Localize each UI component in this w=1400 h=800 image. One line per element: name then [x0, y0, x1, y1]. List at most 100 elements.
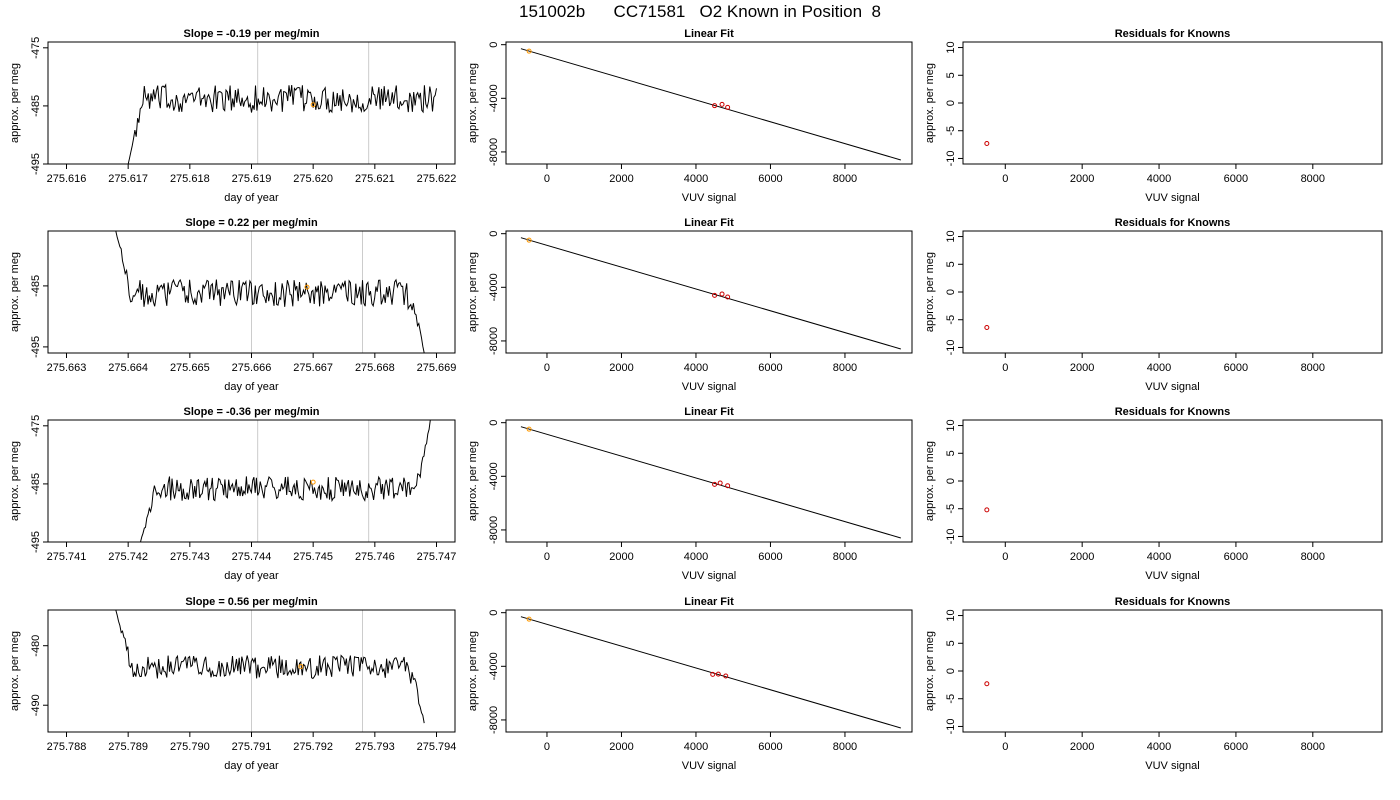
signal-trace: [127, 83, 437, 164]
x-tick-label: 0: [544, 362, 550, 374]
y-tick-label: 10: [945, 419, 957, 431]
plot-frame: [962, 41, 1383, 165]
x-tick-label: 0: [1002, 173, 1008, 185]
known-point: [526, 426, 532, 432]
x-tick-label: 4000: [684, 551, 708, 563]
data-point: [984, 324, 990, 330]
y-tick-label: 5: [945, 640, 957, 646]
plot-area: [984, 140, 990, 146]
x-tick-label: 2000: [609, 741, 633, 753]
y-tick-label: -8000: [488, 516, 500, 544]
y-tick-label: -10: [945, 529, 957, 545]
y-tick-label: -10: [945, 151, 957, 167]
x-tick-label: 275.744: [232, 551, 272, 563]
plot-frame: [505, 230, 913, 354]
chart-title: Linear Fit: [684, 217, 734, 229]
x-tick-label: 0: [544, 551, 550, 563]
data-point: [715, 671, 721, 677]
x-tick-label: 4000: [684, 741, 708, 753]
x-tick-label: 2000: [609, 362, 633, 374]
x-tick-label: 0: [1002, 362, 1008, 374]
y-tick-label: -5: [945, 504, 957, 514]
data-point: [710, 671, 716, 677]
x-tick-label: 275.790: [170, 741, 210, 753]
plot-area: [984, 324, 990, 330]
x-tick-label: 275.669: [417, 362, 457, 374]
fit-line: [520, 237, 901, 350]
y-tick-label: 0: [945, 289, 957, 295]
x-tick-label: 8000: [833, 362, 857, 374]
known-marker: [310, 479, 316, 485]
x-tick-label: 6000: [1224, 551, 1248, 563]
y-tick-label: -485: [30, 473, 42, 495]
x-tick-label: 8000: [1301, 551, 1325, 563]
x-tick-label: 275.791: [232, 741, 272, 753]
y-tick-label: 5: [945, 261, 957, 267]
x-tick-label: 6000: [758, 551, 782, 563]
chart-title: Residuals for Knowns: [1115, 28, 1231, 40]
fit-line: [520, 48, 901, 161]
x-tick-label: 275.618: [170, 173, 210, 185]
y-tick-label: 0: [488, 610, 500, 616]
x-tick-label: 275.745: [293, 551, 333, 563]
y-tick-label: 5: [945, 450, 957, 456]
plot-area: [520, 237, 901, 350]
y-axis-label: approx. per meg: [467, 441, 479, 521]
data-point: [712, 103, 718, 109]
data-point: [717, 480, 723, 486]
y-tick-label: -8000: [488, 706, 500, 734]
x-tick-label: 8000: [833, 173, 857, 185]
x-tick-label: 4000: [1147, 173, 1171, 185]
plot-area: [115, 231, 425, 353]
y-axis-label: approx. per meg: [924, 63, 936, 143]
chart-title: Slope = -0.36 per meg/min: [183, 406, 319, 418]
plot-area: [520, 48, 901, 161]
chart-title: Linear Fit: [684, 406, 734, 418]
x-tick-label: 2000: [1070, 173, 1094, 185]
plot-frame: [505, 609, 913, 733]
y-tick-label: -490: [30, 694, 42, 716]
chart-title: Linear Fit: [684, 28, 734, 40]
signal-trace: [115, 231, 425, 353]
y-axis-label: approx. per meg: [924, 252, 936, 332]
y-tick-label: 10: [945, 230, 957, 242]
x-tick-label: 6000: [758, 741, 782, 753]
x-tick-label: 275.793: [355, 741, 395, 753]
plot-frame: [505, 419, 913, 543]
x-tick-label: 275.789: [108, 741, 148, 753]
y-tick-label: -4000: [488, 273, 500, 301]
x-tick-label: 0: [544, 741, 550, 753]
y-tick-label: 0: [945, 668, 957, 674]
chart-title: Residuals for Knowns: [1115, 217, 1231, 229]
fit-line: [520, 616, 901, 729]
known-point: [526, 237, 532, 243]
x-tick-label: 0: [1002, 551, 1008, 563]
y-axis-label: approx. per meg: [467, 631, 479, 711]
known-marker: [298, 664, 304, 670]
y-tick-label: -4000: [488, 652, 500, 680]
x-tick-label: 275.668: [355, 362, 395, 374]
y-tick-label: -485: [30, 275, 42, 297]
y-axis-label: approx. per meg: [9, 63, 21, 143]
x-tick-label: 6000: [1224, 362, 1248, 374]
y-tick-label: -495: [30, 531, 42, 553]
y-tick-label: 0: [945, 478, 957, 484]
y-tick-label: -4000: [488, 84, 500, 112]
x-tick-label: 2000: [609, 173, 633, 185]
y-tick-label: -475: [30, 415, 42, 437]
data-point: [719, 101, 725, 107]
x-axis-label: VUV signal: [1145, 570, 1199, 582]
known-point: [526, 616, 532, 622]
x-tick-label: 275.666: [232, 362, 272, 374]
x-tick-label: 275.619: [232, 173, 272, 185]
y-tick-label: -5: [945, 694, 957, 704]
chart-title: Residuals for Knowns: [1115, 406, 1231, 418]
data-point: [984, 681, 990, 687]
plot-area: [520, 426, 901, 539]
y-tick-label: -8000: [488, 138, 500, 166]
